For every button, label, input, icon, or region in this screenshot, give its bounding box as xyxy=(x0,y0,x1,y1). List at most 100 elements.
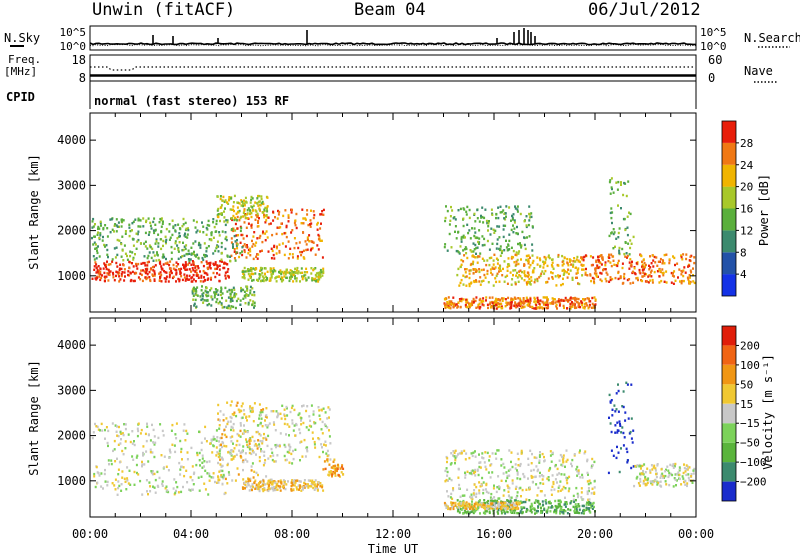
power-cell xyxy=(617,204,619,207)
power-cell xyxy=(624,241,627,244)
velocity-cell xyxy=(230,416,233,420)
power-cell xyxy=(689,276,691,279)
power-cell xyxy=(186,274,188,277)
velocity-cell xyxy=(240,405,243,408)
velocity-cell xyxy=(287,480,289,483)
velocity-cell xyxy=(247,483,250,487)
power-cell xyxy=(242,204,244,208)
power-cell xyxy=(210,287,213,290)
power-cell xyxy=(322,271,325,274)
velocity-cell xyxy=(129,483,132,486)
power-cell xyxy=(159,276,161,279)
power-cell xyxy=(473,248,476,251)
velocity-cell xyxy=(157,436,160,440)
power-cell xyxy=(482,300,485,303)
power-cell xyxy=(168,271,171,274)
power-ytick-label: 1000 xyxy=(57,269,86,283)
velocity-cell xyxy=(532,468,535,472)
power-cell xyxy=(501,299,504,302)
power-cell xyxy=(133,279,136,283)
velocity-cell xyxy=(678,473,681,477)
velocity-cell xyxy=(252,410,254,413)
power-cell xyxy=(164,240,167,243)
power-cell xyxy=(595,266,598,270)
power-cell xyxy=(483,273,486,277)
power-cell xyxy=(614,276,617,280)
power-cell xyxy=(594,269,597,273)
velocity-ytick-label: 4000 xyxy=(57,338,86,352)
velocity-cell xyxy=(515,502,518,505)
velocity-cell xyxy=(147,493,149,496)
power-cell xyxy=(573,305,576,308)
power-cell xyxy=(232,205,235,208)
power-cell xyxy=(256,237,259,240)
power-cell xyxy=(139,242,142,245)
velocity-cell xyxy=(247,480,250,483)
velocity-cell xyxy=(163,455,166,458)
velocity-cell xyxy=(251,484,254,487)
velocity-cell xyxy=(302,404,305,407)
power-cell xyxy=(580,301,583,304)
power-cell xyxy=(593,281,596,285)
power-cell xyxy=(510,257,513,260)
velocity-cell xyxy=(672,485,675,488)
velocity-cell xyxy=(586,471,589,475)
velocity-cell xyxy=(514,499,517,502)
velocity-cell xyxy=(311,431,314,434)
power-cell xyxy=(622,275,625,278)
power-cell xyxy=(142,217,145,220)
power-cell xyxy=(290,231,293,234)
velocity-cell xyxy=(586,459,589,463)
power-cell xyxy=(231,290,234,294)
power-cell xyxy=(220,204,223,207)
velocity-cell xyxy=(277,480,280,483)
power-cell xyxy=(194,266,197,269)
power-cell xyxy=(215,300,218,304)
velocity-cell xyxy=(330,470,332,473)
power-cell xyxy=(638,268,641,272)
power-cell xyxy=(310,222,313,225)
velocity-cell xyxy=(105,426,108,429)
velocity-cell xyxy=(312,437,314,440)
velocity-cell xyxy=(636,464,639,467)
power-cell xyxy=(661,262,664,265)
velocity-cell xyxy=(586,490,589,493)
power-cell xyxy=(182,265,185,268)
velocity-cell xyxy=(573,500,576,503)
velocity-cell xyxy=(652,466,655,469)
power-cell xyxy=(610,216,613,220)
velocity-cell xyxy=(231,479,234,482)
velocity-cell xyxy=(149,485,152,488)
power-cell xyxy=(118,225,120,228)
power-cell xyxy=(542,263,545,266)
power-cell xyxy=(512,224,514,227)
power-cell xyxy=(220,245,223,249)
power-cell xyxy=(99,271,102,274)
velocity-cell xyxy=(255,485,258,488)
velocity-cell xyxy=(677,471,680,474)
power-cell xyxy=(111,258,114,261)
velocity-cell xyxy=(459,505,462,508)
power-cell xyxy=(288,252,291,256)
power-cell xyxy=(483,243,486,247)
power-cell xyxy=(520,244,523,247)
power-cell xyxy=(500,210,503,214)
velocity-cell xyxy=(585,503,588,506)
power-cell xyxy=(557,264,560,267)
velocity-cell xyxy=(495,490,498,494)
velocity-cell xyxy=(131,455,134,458)
velocity-cell xyxy=(252,485,255,489)
power-cell xyxy=(253,231,256,234)
velocity-cell xyxy=(225,445,228,448)
velocity-cell xyxy=(476,468,479,471)
power-cell xyxy=(218,268,221,271)
power-cell xyxy=(120,225,123,228)
power-cell xyxy=(233,218,236,222)
power-frame xyxy=(89,112,697,313)
power-cell xyxy=(91,277,94,280)
velocity-cell xyxy=(174,433,177,436)
velocity-cell xyxy=(486,504,489,508)
velocity-cell xyxy=(156,470,159,474)
power-cell xyxy=(450,246,453,249)
power-cell xyxy=(270,273,273,276)
